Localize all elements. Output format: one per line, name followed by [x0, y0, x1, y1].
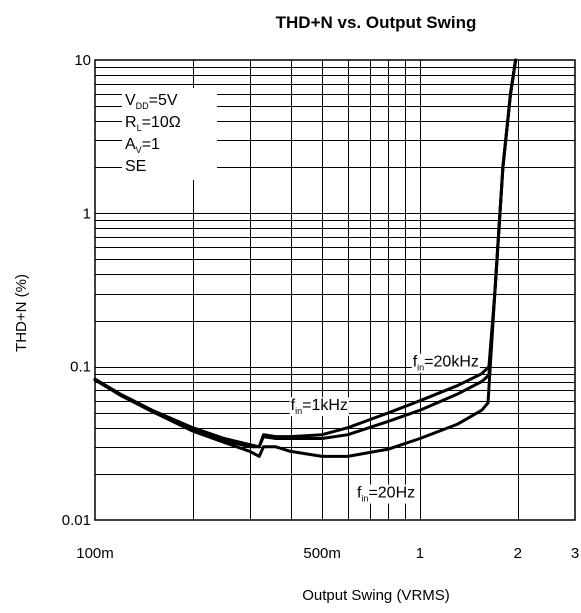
conditions-background	[122, 88, 217, 180]
series-line	[93, 58, 518, 458]
y-tick-label: 1	[83, 205, 91, 222]
series-label: fin=1kHz	[289, 397, 349, 417]
y-tick-label: 10	[74, 52, 91, 69]
y-axis-label: THD+N (%)	[13, 274, 30, 352]
test-conditions: VDD=5V RL=10Ω AV=1 SE	[125, 92, 181, 175]
plot-frame	[94, 59, 576, 521]
series-label-background	[411, 353, 480, 373]
series-label-text: fin=20Hz	[357, 485, 415, 504]
x-axis-label: Output Swing (VRMS)	[302, 587, 450, 604]
chart-title: THD+N vs. Output Swing	[276, 13, 477, 32]
condition-line: RL=10Ω	[125, 114, 181, 133]
series-label-text: fin=20kHz	[413, 354, 479, 373]
y-tick-label: 0.01	[62, 512, 91, 529]
series-label: fin=20Hz	[355, 484, 417, 504]
series-label: fin=20kHz	[411, 353, 480, 373]
series-label-background	[289, 397, 349, 417]
x-tick-label: 100m	[76, 545, 114, 562]
series-labels: fin=20kHz fin=1kHz fin=20Hz	[289, 353, 480, 504]
condition-line: AV=1	[125, 136, 160, 155]
condition-line: SE	[125, 158, 146, 175]
condition-line: VDD=5V	[125, 92, 178, 111]
y-tick-label: 0.1	[70, 359, 91, 376]
y-tick-labels: 0.01 0.1 1 10	[62, 52, 91, 529]
x-tick-label: 3	[571, 545, 579, 562]
x-tick-label: 2	[514, 545, 522, 562]
series-label-background	[355, 484, 417, 504]
series-label-text: fin=1kHz	[291, 397, 348, 416]
x-tick-label: 1	[416, 545, 424, 562]
x-tick-labels: 100m 500m 1 2 3	[76, 545, 579, 562]
x-tick-label: 500m	[303, 545, 341, 562]
series-lines	[93, 58, 518, 458]
